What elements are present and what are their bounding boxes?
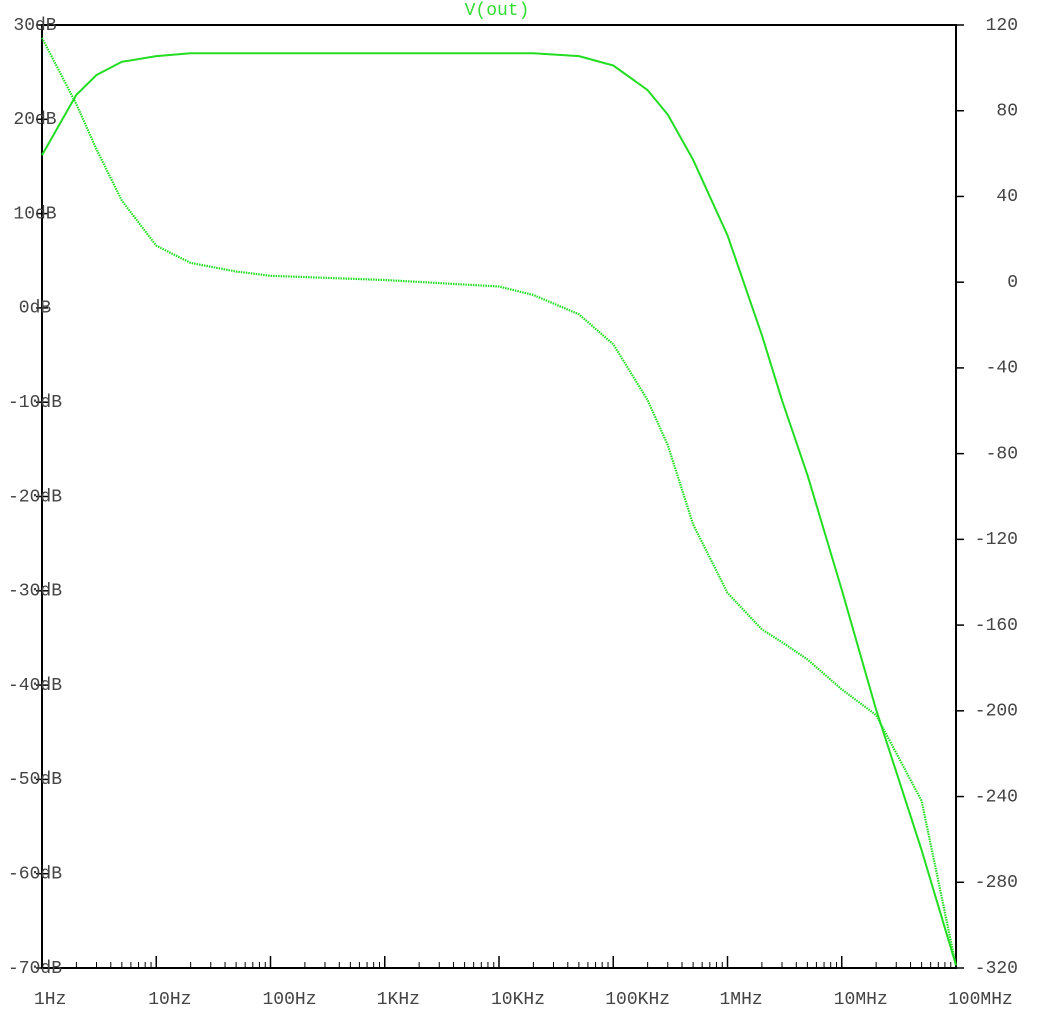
y-tick-label: -10dB <box>8 393 62 413</box>
x-tick-label: 10Hz <box>148 990 191 1010</box>
y2-tick-label: -280 <box>975 873 1018 893</box>
y2-tick-label: -40 <box>986 359 1018 379</box>
y2-tick-label: -320 <box>975 959 1018 979</box>
x-tick-label: 100MHz <box>948 990 1013 1010</box>
y2-tick-label: -240 <box>975 787 1018 807</box>
y-tick-label: 20dB <box>13 110 56 130</box>
y2-tick-label: 80 <box>996 101 1018 121</box>
y2-tick-label: -80 <box>986 444 1018 464</box>
line-series <box>41 52 957 966</box>
x-tick-label: 1KHz <box>377 990 420 1010</box>
y-tick-label: -20dB <box>8 487 62 507</box>
y-tick-label: 10dB <box>13 204 56 224</box>
x-tick-label: 100KHz <box>605 990 670 1010</box>
y2-tick-label: 40 <box>996 187 1018 207</box>
y-tick-label: -70dB <box>8 959 62 979</box>
x-tick-label: 1MHz <box>720 990 763 1010</box>
x-tick-label: 10KHz <box>491 990 545 1010</box>
chart-title: V(out) <box>465 1 530 21</box>
y-tick-label: 30dB <box>13 16 56 36</box>
x-tick-label: 1Hz <box>34 990 66 1010</box>
plot-frame <box>41 24 957 969</box>
y2-tick-label: -160 <box>975 616 1018 636</box>
y-tick-label: -50dB <box>8 770 62 790</box>
y2-tick-label: 0 <box>1007 273 1018 293</box>
y-tick-label: -40dB <box>8 676 62 696</box>
x-tick-label: 10MHz <box>834 990 888 1010</box>
x-tick-label: 100Hz <box>263 990 317 1010</box>
y-tick-label: 0dB <box>19 299 52 319</box>
y2-tick-label: 120 <box>986 16 1018 36</box>
y2-tick-label: -200 <box>975 702 1018 722</box>
y-tick-label: -30dB <box>8 582 62 602</box>
line-series <box>41 37 958 967</box>
y2-tick-label: -120 <box>975 530 1018 550</box>
y-tick-label: -60dB <box>8 864 62 884</box>
